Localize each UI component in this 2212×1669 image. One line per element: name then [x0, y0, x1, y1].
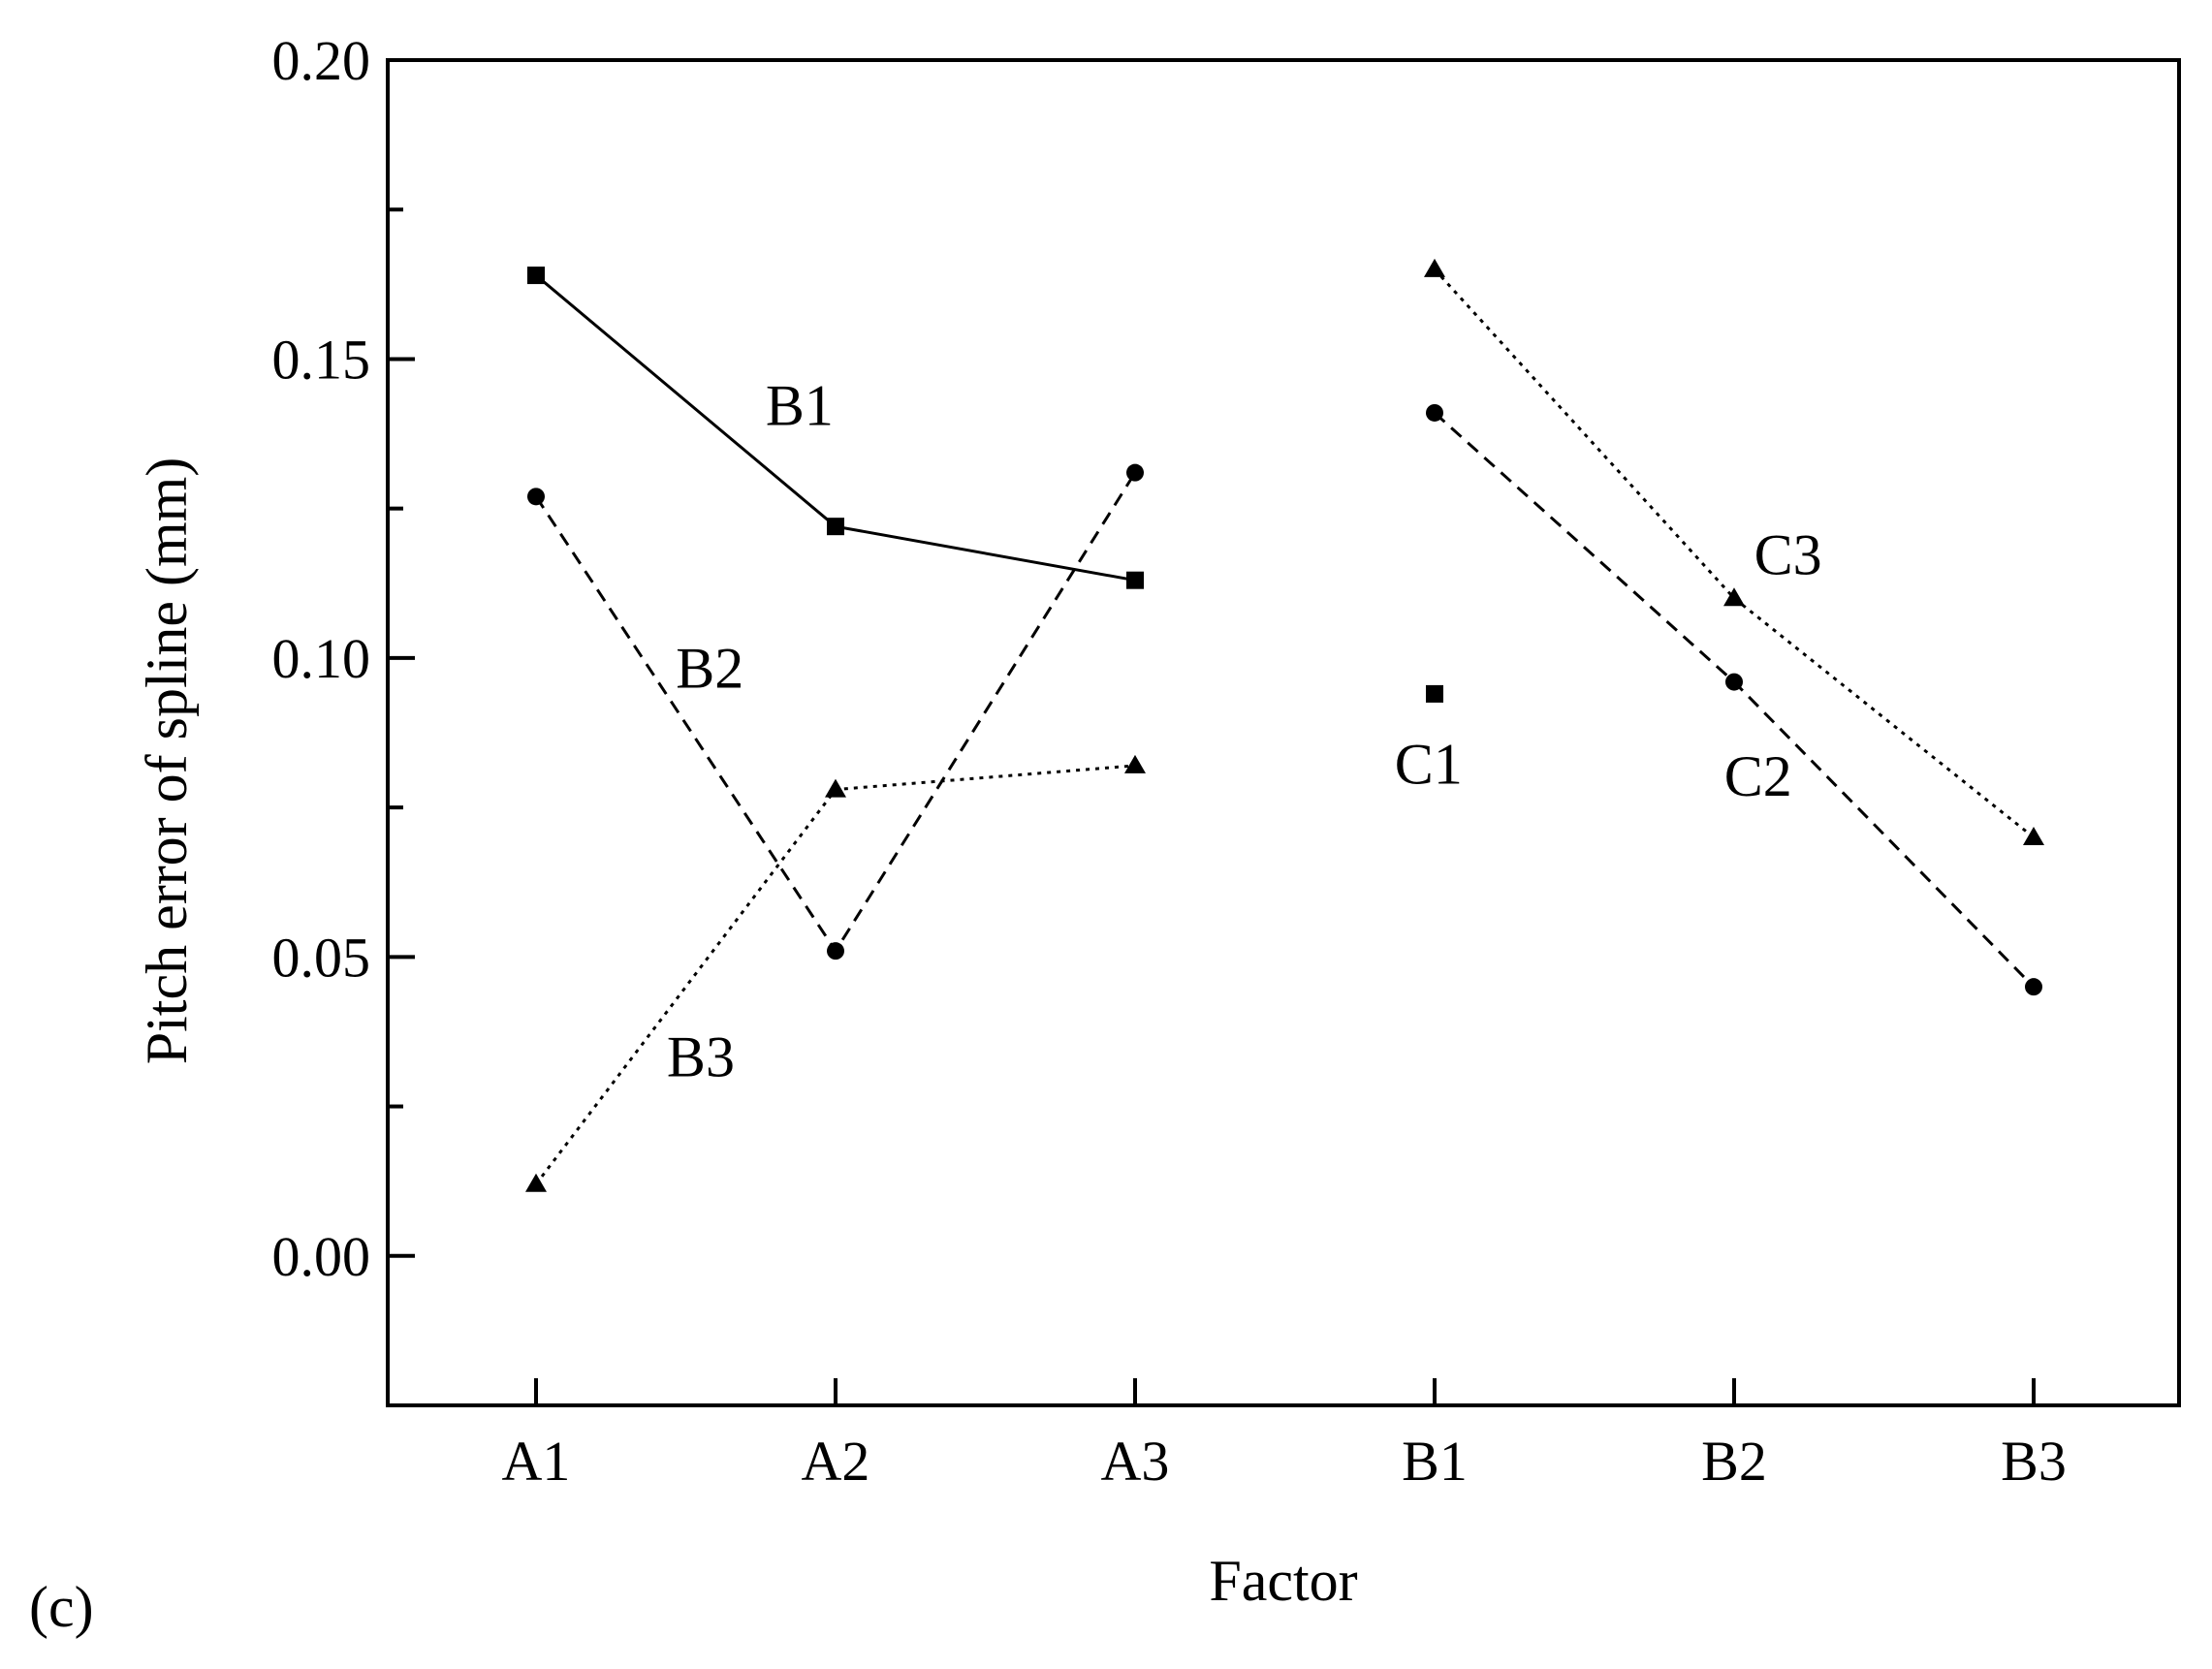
x-tick-label: B1 — [1402, 1430, 1468, 1493]
data-point-b1 — [1126, 571, 1144, 589]
series-annotations: B1 B2 B3 C1 C2 C3 — [667, 373, 1822, 1088]
series-label-b1: B1 — [766, 373, 834, 437]
panel-label: (c) — [29, 1575, 94, 1639]
series-label-c3: C3 — [1754, 523, 1822, 587]
data-point-c2 — [1426, 403, 1443, 422]
series-label-c2: C2 — [1724, 744, 1792, 808]
data-point-c1 — [1426, 684, 1443, 703]
y-tick-label: 0.05 — [272, 926, 371, 989]
y-tick-label: 0.10 — [272, 627, 371, 690]
data-point-b3 — [825, 778, 846, 798]
data-point-b2 — [827, 942, 844, 960]
data-point-b1 — [827, 518, 844, 536]
series-line-b2 — [534, 471, 1137, 954]
series-label-b2: B2 — [676, 637, 743, 701]
y-tick-label: 0.15 — [272, 328, 371, 391]
series-label-c1: C1 — [1395, 732, 1463, 796]
series-label-b3: B3 — [667, 1025, 735, 1089]
series-lines — [534, 268, 2036, 1185]
plot-frame — [386, 58, 2181, 1407]
x-axis-ticks: A1 A2 A3 B1 B2 B3 — [502, 1378, 2067, 1493]
data-point-b3 — [1124, 754, 1146, 773]
data-point-b1 — [527, 267, 545, 285]
x-axis-title: Factor — [1209, 1549, 1357, 1613]
y-tick-label: 0.20 — [272, 29, 371, 92]
data-point-c3 — [1723, 587, 1745, 607]
data-point-c2 — [1725, 673, 1743, 691]
x-tick-label: B2 — [1701, 1430, 1767, 1493]
series-line-b3 — [534, 764, 1136, 1185]
data-point-c2 — [2025, 978, 2042, 996]
data-point-b2 — [1126, 463, 1144, 482]
x-tick-label: B3 — [2001, 1430, 2067, 1493]
data-point-b2 — [527, 488, 545, 506]
y-axis-title: Pitch error of spline (mm) — [135, 457, 199, 1065]
data-point-c3 — [2023, 826, 2044, 845]
y-tick-label: 0.00 — [272, 1225, 371, 1288]
data-point-b3 — [525, 1173, 547, 1192]
series-markers — [525, 258, 2044, 1192]
x-tick-label: A3 — [1101, 1430, 1170, 1493]
data-point-c3 — [1424, 258, 1445, 277]
x-tick-label: A1 — [502, 1430, 571, 1493]
series-line-c2 — [1433, 411, 2036, 989]
y-axis-ticks: 0.00 0.05 0.10 0.15 0.20 — [272, 29, 415, 1288]
series-line-c3 — [1433, 268, 2035, 839]
x-tick-label: A2 — [802, 1430, 870, 1493]
